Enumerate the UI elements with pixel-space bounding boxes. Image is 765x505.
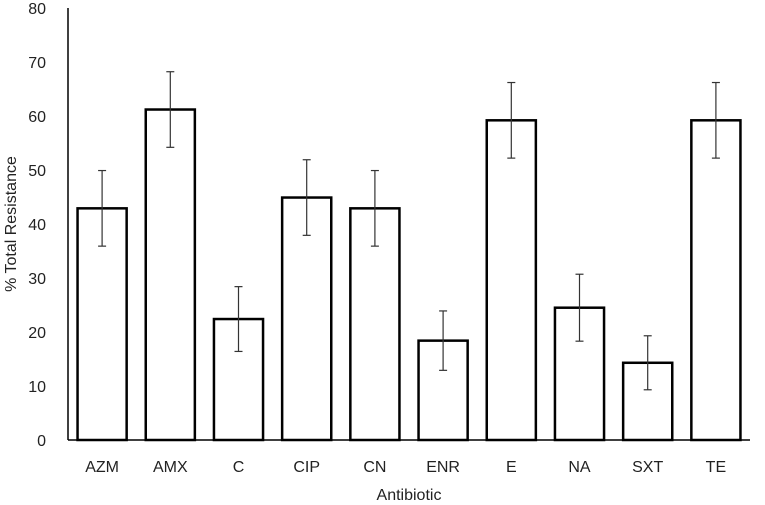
y-tick-label: 80 [28,1,46,18]
bar-amx [144,108,197,442]
y-tick-label: 60 [28,109,46,126]
error-bar-te [711,81,720,159]
error-bar-na [575,273,584,342]
x-tick-label: ENR [426,459,460,476]
error-bars [98,71,720,391]
error-bar-azm [98,169,107,247]
x-axis-ticks: AZM AMX C CIP CN ENR E NA SXT TE [85,459,726,476]
x-tick-label: TE [706,459,726,476]
y-tick-label: 40 [28,217,46,234]
bar-azm [76,207,128,442]
error-bar-cip [302,159,311,236]
error-bar-enr [439,310,448,371]
bar-te [690,119,742,442]
x-tick-label: AMX [153,459,188,476]
y-tick-label: 30 [28,271,46,288]
error-bar-cn [370,169,379,247]
y-tick-label: 20 [28,325,46,342]
error-bar-e [507,81,516,159]
y-axis-ticks: 0 10 20 30 40 50 60 70 80 [28,1,46,450]
y-tick-label: 0 [37,433,46,450]
error-bar-c [234,286,243,353]
x-tick-label: SXT [632,459,663,476]
error-bar-sxt [643,335,652,391]
error-bar-amx [166,71,175,148]
y-tick-label: 50 [28,163,46,180]
bar-cn [349,207,401,442]
y-tick-label: 70 [28,55,46,72]
x-tick-label: NA [568,459,591,476]
bar-e [485,119,538,442]
y-axis-title: % Total Resistance [3,156,20,292]
x-tick-label: C [233,459,245,476]
x-axis-title: Antibiotic [377,487,442,504]
y-tick-label: 10 [28,379,46,396]
bars [76,108,742,442]
x-tick-label: CIP [293,459,320,476]
x-tick-label: AZM [85,459,119,476]
x-tick-label: E [506,459,517,476]
x-tick-label: CN [363,459,386,476]
